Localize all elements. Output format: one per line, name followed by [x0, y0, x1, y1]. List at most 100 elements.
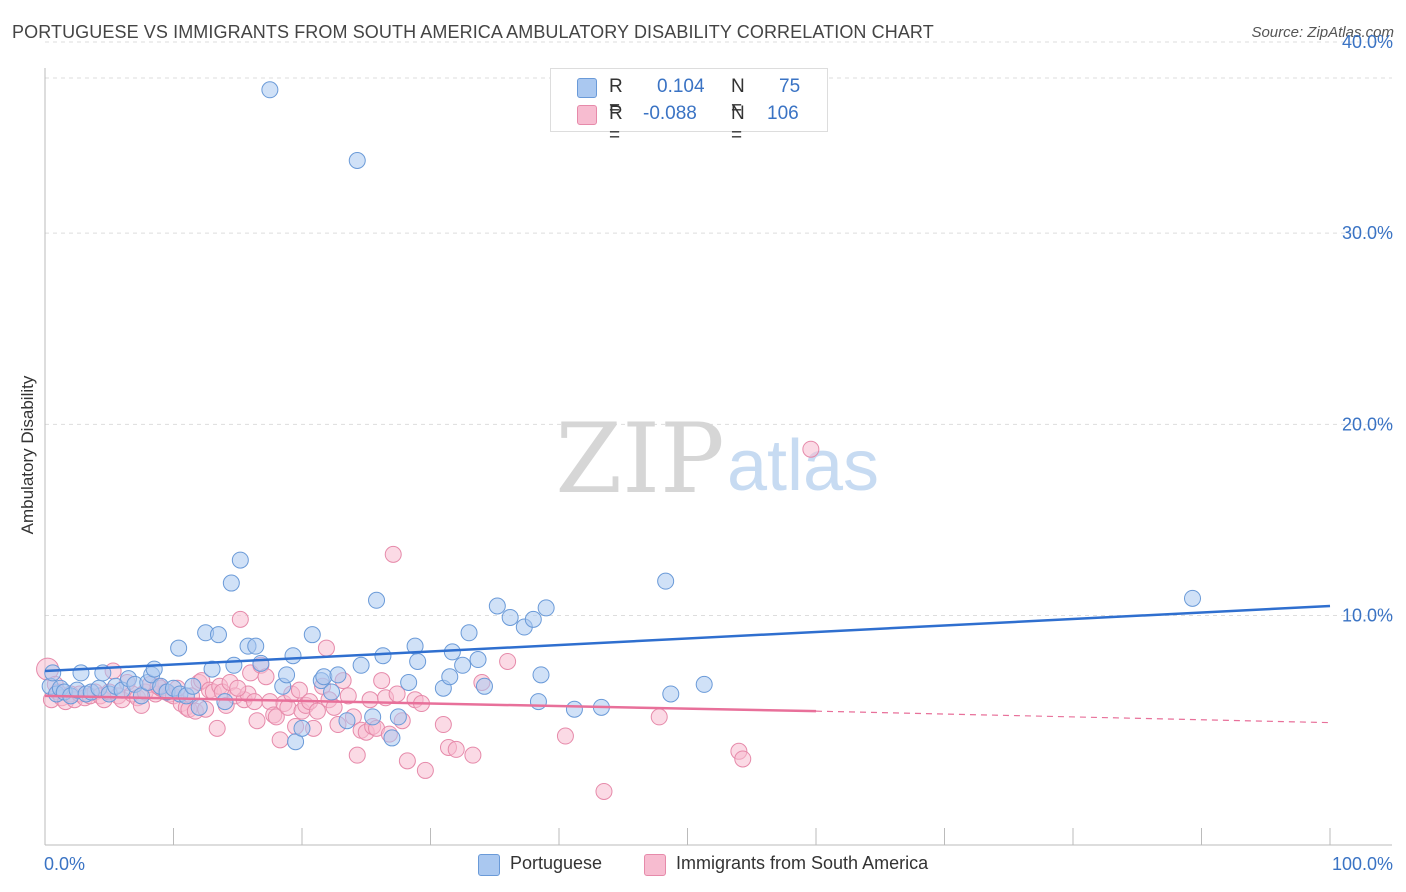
legend-r-value: 0.104	[657, 76, 705, 97]
watermark-zip: ZIP	[555, 403, 724, 515]
y-tick-label: 20.0%	[1342, 414, 1393, 434]
data-point-portuguese	[222, 574, 240, 592]
data-point-portuguese	[389, 708, 407, 726]
data-point-immigrants	[373, 672, 391, 690]
watermark: ZIP atlas	[555, 403, 879, 515]
data-point-portuguese	[231, 551, 249, 569]
data-point-portuguese	[44, 664, 62, 682]
data-point-immigrants	[447, 740, 465, 758]
data-point-immigrants	[398, 752, 416, 770]
data-point-portuguese	[441, 668, 459, 686]
data-point-portuguese	[695, 675, 713, 693]
data-point-portuguese	[315, 668, 333, 686]
data-point-immigrants	[267, 708, 285, 726]
legend-swatch-blue	[577, 78, 597, 98]
data-point-immigrants	[802, 440, 820, 458]
legend-n-value: 106	[767, 103, 799, 124]
data-point-portuguese	[225, 656, 243, 674]
data-point-portuguese	[303, 626, 321, 644]
watermark-atlas: atlas	[727, 426, 879, 506]
data-point-immigrants	[245, 693, 263, 711]
data-point-portuguese	[72, 664, 90, 682]
trend-line-immigrants-extension	[815, 710, 1331, 724]
data-point-portuguese	[203, 660, 221, 678]
data-point-portuguese	[323, 683, 341, 701]
y-tick-label: 30.0%	[1342, 223, 1393, 243]
data-point-immigrants	[231, 610, 249, 628]
data-point-immigrants	[361, 691, 379, 709]
data-point-immigrants	[208, 719, 226, 737]
chart-title: PORTUGUESE VS IMMIGRANTS FROM SOUTH AMER…	[12, 22, 934, 42]
data-point-portuguese	[348, 152, 366, 170]
legend-n-value: 75	[779, 76, 801, 97]
data-point-portuguese	[338, 712, 356, 730]
legend-n-label: N =	[731, 103, 745, 146]
data-point-immigrants	[271, 731, 289, 749]
data-point-immigrants	[290, 681, 308, 699]
trend-lines	[44, 604, 1331, 724]
x-tick-label: 100.0%	[1332, 854, 1393, 874]
trend-line-portuguese	[44, 604, 1331, 673]
data-point-portuguese	[529, 693, 547, 711]
data-point-portuguese	[284, 647, 302, 665]
data-point-portuguese	[657, 572, 675, 590]
data-point-immigrants	[434, 716, 452, 734]
legend-label-immigrants: Immigrants from South America	[676, 853, 929, 873]
legend-r-label: R =	[609, 103, 623, 146]
legend-r-label: R =	[609, 76, 623, 119]
data-point-portuguese	[329, 666, 347, 684]
data-point-portuguese	[524, 610, 542, 628]
data-point-portuguese	[216, 693, 234, 711]
data-point-portuguese	[252, 654, 270, 672]
legend-swatch-pink	[577, 105, 597, 125]
data-point-immigrants	[499, 652, 517, 670]
trend-line-immigrants	[44, 694, 817, 713]
data-point-portuguese	[565, 700, 583, 718]
data-point-portuguese	[293, 719, 311, 737]
y-tick-label: 40.0%	[1342, 32, 1393, 52]
data-point-immigrants	[416, 761, 434, 779]
data-point-portuguese	[368, 591, 386, 609]
tick-labels: 10.0% 20.0% 30.0% 40.0% 0.0% 100.0%	[44, 32, 1393, 874]
x-tick-label: 0.0%	[44, 854, 85, 874]
data-point-portuguese	[278, 666, 296, 684]
data-point-portuguese	[1184, 589, 1202, 607]
data-point-portuguese	[409, 652, 427, 670]
data-point-immigrants	[348, 746, 366, 764]
y-tick-label: 10.0%	[1342, 606, 1393, 626]
data-point-portuguese	[247, 637, 265, 655]
data-point-immigrants	[556, 727, 574, 745]
data-point-portuguese	[352, 656, 370, 674]
data-point-immigrants	[308, 702, 326, 720]
data-point-immigrants	[317, 639, 335, 657]
data-point-immigrants	[595, 782, 613, 800]
data-point-immigrants	[650, 708, 668, 726]
data-point-portuguese	[532, 666, 550, 684]
data-point-immigrants	[248, 712, 266, 730]
stats-legend: R = 0.104 N = 75 R = -0.088 N = 106	[550, 68, 828, 146]
data-point-portuguese	[261, 81, 279, 99]
data-point-portuguese	[662, 685, 680, 703]
data-point-portuguese	[537, 599, 555, 617]
data-point-portuguese	[460, 624, 478, 642]
data-point-portuguese	[184, 677, 202, 695]
data-point-immigrants	[384, 545, 402, 563]
data-point-immigrants	[229, 679, 247, 697]
data-point-immigrants	[464, 746, 482, 764]
legend-label-portuguese: Portuguese	[510, 853, 603, 873]
data-point-portuguese	[145, 660, 163, 678]
data-point-portuguese	[364, 708, 382, 726]
legend-n-label: N =	[731, 76, 745, 119]
axes	[44, 68, 1392, 846]
source-label: Source: ZipAtlas.com	[1251, 24, 1394, 41]
data-point-portuguese	[475, 677, 493, 695]
legend-swatch-pink	[644, 854, 666, 876]
data-point-portuguese	[488, 597, 506, 615]
data-point-portuguese	[374, 647, 392, 665]
data-point-portuguese	[209, 626, 227, 644]
data-point-portuguese	[469, 651, 487, 669]
data-point-immigrants	[339, 687, 357, 705]
data-point-immigrants	[734, 750, 752, 768]
data-point-portuguese	[454, 656, 472, 674]
